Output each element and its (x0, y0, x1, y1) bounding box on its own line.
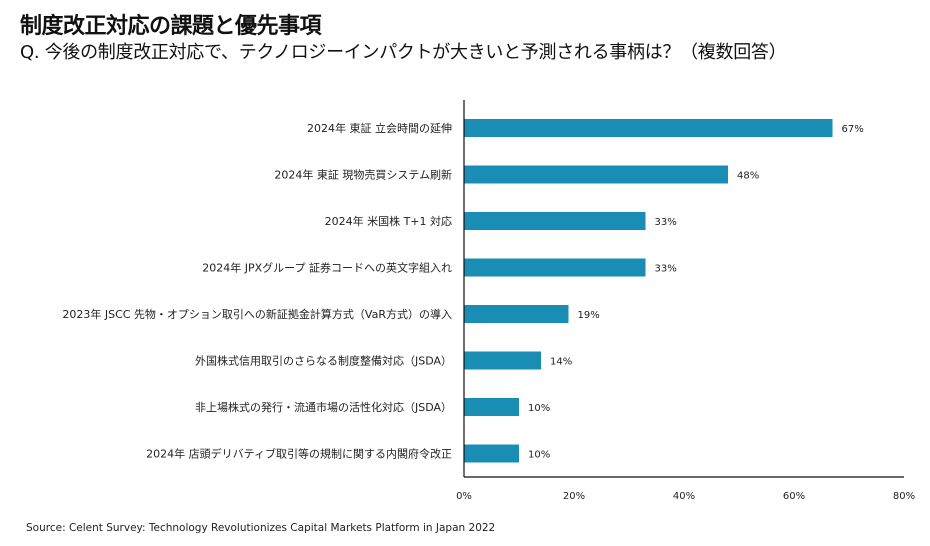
data-label: 48% (737, 171, 759, 182)
x-tick-label: 60% (783, 491, 805, 502)
bar (464, 444, 519, 463)
category-label: 2024年 JPXグループ 証券コードへの英文字組入れ (202, 261, 452, 275)
data-label: 10% (528, 403, 550, 414)
bar (464, 212, 646, 230)
data-label: 33% (655, 264, 677, 275)
category-label: 2024年 店頭デリバティブ取引等の規制に関する内閣府令改正 (146, 447, 452, 461)
bar (464, 398, 519, 416)
chart-title: 制度改正対応の課題と優先事項 (20, 14, 322, 39)
x-tick-label: 80% (893, 491, 915, 502)
category-label: 2024年 米国株 T+1 対応 (325, 214, 452, 228)
bar (464, 165, 728, 184)
category-label: 非上場株式の発行・流通市場の活性化対応（JSDA） (195, 400, 452, 414)
data-label: 14% (550, 357, 572, 368)
data-label: 67% (842, 124, 864, 135)
bar (464, 258, 646, 277)
x-tick-label: 40% (673, 491, 695, 502)
category-label: 2023年 JSCC 先物・オプション取引への新証拠金計算方式（VaR方式）の導… (62, 307, 452, 321)
source-note: Source: Celent Survey: Technology Revolu… (26, 522, 496, 534)
data-label: 19% (578, 310, 600, 321)
bar (464, 351, 541, 370)
data-label: 33% (655, 217, 677, 228)
x-tick-label: 0% (456, 491, 472, 502)
category-label: 2024年 東証 立会時間の延伸 (307, 121, 452, 135)
bar (464, 119, 833, 137)
category-label: 2024年 東証 現物売買システム刷新 (274, 168, 452, 182)
category-label: 外国株式信用取引のさらなる制度整備対応（JSDA） (195, 354, 452, 368)
bar (464, 305, 569, 323)
data-label: 10% (528, 450, 550, 461)
chart-subtitle: Q. 今後の制度改正対応で、テクノロジーインパクトが大きいと予測される事柄は？（… (20, 42, 787, 63)
x-tick-label: 20% (563, 491, 585, 502)
